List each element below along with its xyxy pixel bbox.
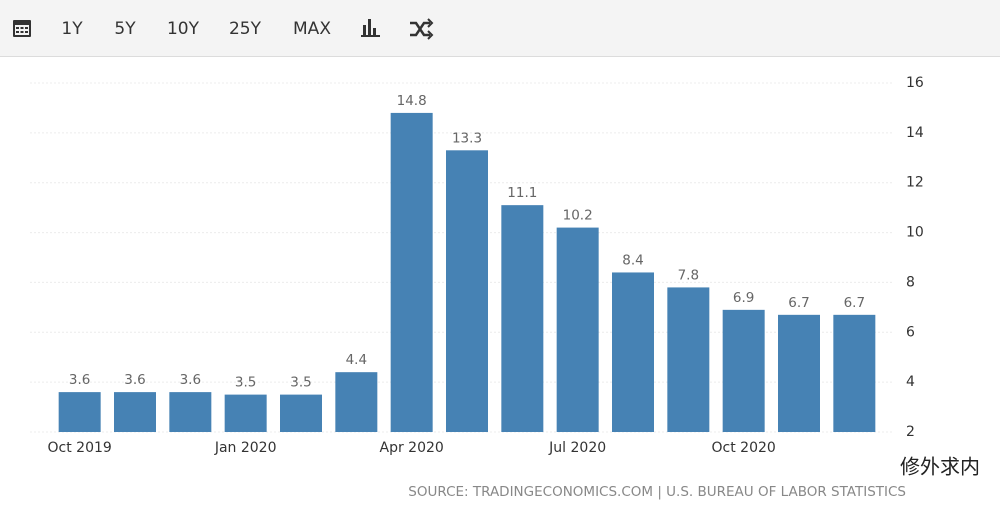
value-label: 14.8: [397, 93, 427, 109]
bar: [778, 314, 820, 432]
y-tick-label: 4: [906, 374, 915, 390]
bar: [612, 272, 654, 432]
value-label: 6.7: [844, 295, 865, 311]
watermark: 修外求内: [900, 455, 980, 479]
bar: [224, 394, 267, 432]
y-tick-label: 14: [906, 125, 924, 141]
bar: [446, 150, 488, 433]
bar: [280, 394, 322, 432]
bar: [556, 227, 599, 432]
value-label: 8.4: [622, 252, 643, 268]
value-label: 10.2: [563, 208, 593, 224]
x-tick-label: Jan 2020: [214, 440, 277, 456]
bar: [667, 287, 710, 432]
x-tick-label: Oct 2019: [48, 440, 112, 456]
range-button[interactable]: 5Y: [114, 19, 136, 39]
bar: [390, 112, 433, 433]
x-tick-label: Apr 2020: [380, 440, 444, 456]
bar: [58, 392, 101, 432]
toolbar: [0, 0, 1000, 57]
value-label: 6.9: [733, 290, 754, 306]
value-label: 3.6: [180, 372, 201, 388]
value-label: 4.4: [346, 352, 367, 368]
bar: [833, 314, 876, 432]
shuffle-icon[interactable]: [410, 18, 434, 40]
value-label: 3.6: [124, 372, 145, 388]
range-button[interactable]: MAX: [293, 19, 331, 39]
source: SOURCE: TRADINGECONOMICS.COM | U.S. BURE…: [408, 484, 906, 500]
x-tick-label: Oct 2020: [712, 440, 776, 456]
y-tick-label: 6: [906, 324, 915, 340]
value-label: 7.8: [678, 267, 699, 283]
range-button[interactable]: 1Y: [61, 19, 83, 39]
bar: [722, 309, 765, 432]
x-tick-label: Jul 2020: [548, 440, 606, 456]
bar: [169, 392, 212, 432]
value-label: 11.1: [507, 185, 537, 201]
value-label: 3.6: [69, 372, 90, 388]
bar: [335, 372, 378, 432]
y-tick-label: 10: [906, 225, 924, 241]
y-tick-label: 12: [906, 175, 924, 191]
bar: [114, 392, 156, 432]
y-tick-label: 2: [906, 424, 915, 440]
bar: [501, 205, 544, 432]
y-tick-label: 8: [906, 274, 915, 290]
range-button[interactable]: 10Y: [167, 19, 200, 39]
value-label: 3.5: [235, 375, 256, 391]
value-label: 13.3: [452, 130, 482, 146]
range-button[interactable]: 25Y: [229, 19, 262, 39]
value-label: 6.7: [788, 295, 809, 311]
calendar-icon[interactable]: [13, 20, 31, 37]
y-tick-label: 16: [906, 75, 924, 91]
value-label: 3.5: [290, 375, 311, 391]
bar-chart-icon[interactable]: [361, 19, 380, 37]
